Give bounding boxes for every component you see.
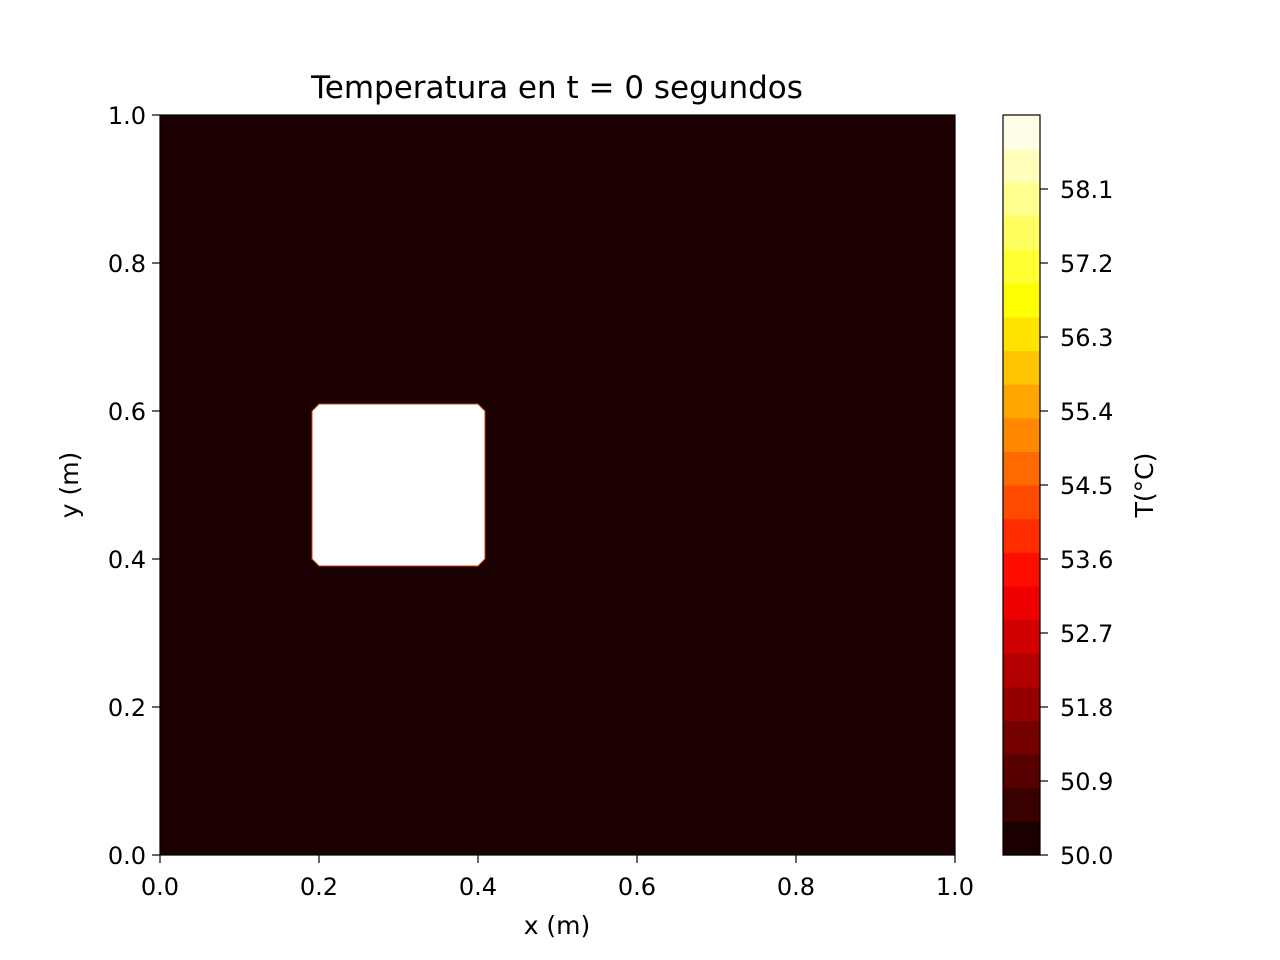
x-tick-label: 0.2 — [300, 873, 338, 901]
y-tick-label: 1.0 — [108, 102, 146, 130]
colorbar-band — [1003, 283, 1040, 318]
colorbar-band — [1003, 215, 1040, 251]
y-tick-label: 0.6 — [108, 398, 146, 426]
x-tick-label: 0.4 — [459, 873, 497, 901]
y-tick-label: 0.0 — [108, 842, 146, 870]
colorbar-band — [1003, 619, 1040, 654]
colorbar-bands — [1003, 115, 1040, 856]
colorbar-band — [1003, 585, 1040, 621]
colorbar-band — [1003, 552, 1040, 587]
colorbar-tick-label: 53.6 — [1060, 546, 1113, 574]
colorbar: 50.0 50.9 51.8 52.7 53.6 54.5 55.4 56.3 57.2 58.1 — [1002, 114, 1113, 870]
y-axis: 0.0 0.2 0.4 0.6 0.8 1.0 — [108, 102, 160, 870]
colorbar-tick-label: 56.3 — [1060, 324, 1113, 352]
y-tick-label: 0.8 — [108, 250, 146, 278]
colorbar-band — [1003, 787, 1040, 822]
colorbar-band — [1003, 115, 1040, 150]
y-tick-label: 0.4 — [108, 546, 146, 574]
colorbar-tick-label: 50.9 — [1060, 768, 1113, 796]
colorbar-band — [1003, 182, 1040, 217]
colorbar-band — [1003, 720, 1040, 755]
colorbar-band — [1003, 148, 1040, 183]
x-tick-label: 1.0 — [936, 873, 974, 901]
x-axis-label: x (m) — [524, 911, 591, 940]
colorbar-tick-label: 50.0 — [1060, 842, 1113, 870]
x-tick-label: 0.0 — [141, 873, 179, 901]
colorbar-band — [1003, 316, 1040, 352]
temperature-field-background — [160, 115, 955, 855]
colorbar-band — [1003, 417, 1040, 452]
colorbar-band — [1003, 249, 1040, 284]
colorbar-tick-label: 51.8 — [1060, 694, 1113, 722]
colorbar-tick-label: 54.5 — [1060, 472, 1113, 500]
colorbar-band — [1003, 653, 1040, 688]
colorbar-label: T(°C) — [1130, 453, 1159, 519]
x-axis: 0.0 0.2 0.4 0.6 0.8 1.0 — [141, 855, 974, 901]
y-tick-label: 0.2 — [108, 694, 146, 722]
x-tick-label: 0.8 — [777, 873, 815, 901]
colorbar-tick-label: 55.4 — [1060, 398, 1113, 426]
y-axis-label: y (m) — [55, 452, 84, 519]
hot-region — [311, 403, 486, 567]
colorbar-tick-label: 58.1 — [1060, 176, 1113, 204]
colorbar-band — [1003, 686, 1040, 722]
colorbar-ticks: 50.0 50.9 51.8 52.7 53.6 54.5 55.4 56.3 57.2 58.1 — [1040, 176, 1113, 870]
colorbar-band — [1003, 754, 1040, 789]
plot-frame — [159, 114, 956, 856]
colorbar-tick-label: 57.2 — [1060, 250, 1113, 278]
colorbar-band — [1003, 451, 1040, 486]
colorbar-band — [1003, 485, 1040, 520]
plot-area — [159, 114, 956, 856]
colorbar-band — [1003, 518, 1040, 553]
x-tick-label: 0.6 — [618, 873, 656, 901]
colorbar-band — [1003, 350, 1040, 385]
colorbar-tick-label: 52.7 — [1060, 620, 1113, 648]
colorbar-band — [1003, 821, 1040, 856]
chart-title: Temperatura en t = 0 segundos — [310, 70, 803, 106]
colorbar-band — [1003, 384, 1040, 419]
